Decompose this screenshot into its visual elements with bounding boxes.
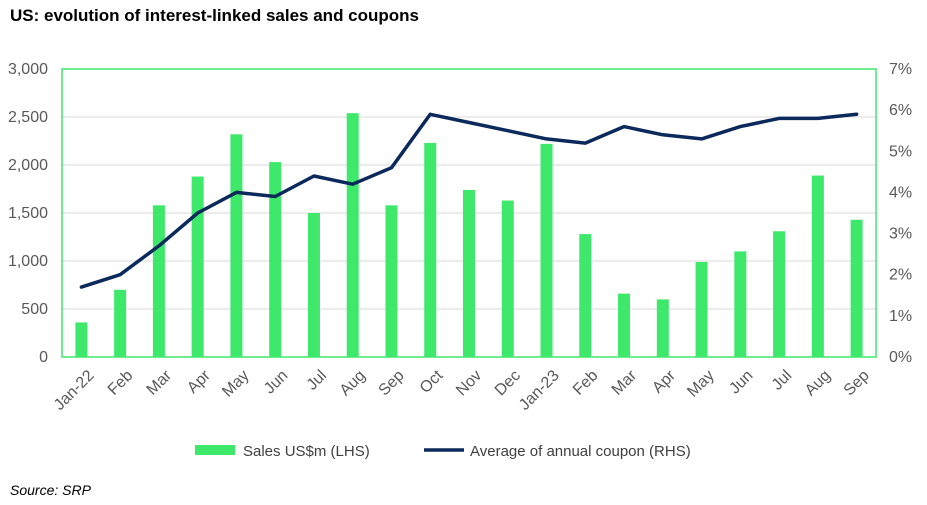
left-tick-label: 500 — [21, 301, 48, 318]
bar — [734, 251, 747, 357]
left-axis: 0 500 1,000 1,500 2,000 2,500 3,000 — [8, 61, 48, 366]
bar — [424, 142, 437, 357]
x-tick-label: Jun — [261, 367, 291, 397]
left-tick-label: 1,000 — [8, 253, 48, 270]
left-tick-label: 1,500 — [8, 205, 48, 222]
bar — [463, 189, 475, 357]
right-tick-label: 6% — [889, 102, 912, 119]
bar — [540, 143, 553, 357]
legend-bar-label: Sales US$m (LHS) — [243, 443, 370, 460]
right-tick-label: 0% — [889, 349, 912, 366]
bar — [618, 293, 631, 357]
bar — [152, 205, 165, 357]
x-tick-label: May — [684, 367, 717, 400]
right-tick-label: 2% — [889, 267, 912, 284]
bar — [695, 261, 708, 357]
x-tick-label: Aug — [337, 367, 369, 399]
x-tick-label: Mar — [144, 367, 176, 399]
x-tick-label: Jun — [726, 367, 756, 397]
right-axis: 0% 1% 2% 3% 4% 5% 6% 7% — [889, 61, 912, 366]
bar — [501, 200, 514, 357]
plot-border — [61, 68, 877, 358]
legend-bar-swatch — [195, 445, 235, 455]
right-tick-label: 3% — [889, 226, 912, 243]
x-tick-label: Jul — [304, 367, 330, 393]
x-tick-label: Mar — [609, 367, 641, 399]
source-note: Source: SRP — [10, 482, 91, 498]
legend: Sales US$m (LHS) Average of annual coupo… — [195, 443, 691, 460]
x-tick-label: Oct — [417, 367, 447, 397]
coupon-line — [79, 112, 859, 289]
bar — [579, 234, 592, 357]
x-tick-label: Sep — [376, 367, 408, 399]
bar — [811, 175, 824, 357]
x-tick-label: Dec — [492, 367, 524, 399]
bar — [114, 289, 127, 357]
x-tick-label: Jan-22 — [51, 367, 98, 414]
x-tick-label: Feb — [570, 367, 602, 399]
x-tick-label: Apr — [184, 367, 214, 397]
bar — [75, 322, 88, 357]
right-tick-label: 7% — [889, 61, 912, 78]
right-tick-label: 5% — [889, 143, 912, 160]
left-tick-label: 2,500 — [8, 109, 48, 126]
x-tick-label: Jan-23 — [516, 367, 563, 414]
x-tick-label: Nov — [453, 367, 485, 399]
bar — [385, 205, 398, 357]
x-tick-label: Apr — [649, 367, 679, 397]
chart-title: US: evolution of interest-linked sales a… — [10, 6, 420, 25]
bar — [773, 231, 786, 357]
bar-series — [75, 113, 863, 357]
x-tick-label: Aug — [802, 367, 834, 399]
bar — [656, 299, 669, 357]
x-axis: Jan-22 Feb Mar Apr May Jun Jul Aug Sep Oct Nov DecJ… — [51, 367, 873, 414]
x-tick-label: May — [219, 367, 252, 400]
x-tick-label: Feb — [105, 367, 137, 399]
line-series — [79, 112, 859, 289]
bar — [269, 162, 282, 357]
right-tick-label: 1% — [889, 308, 912, 325]
bar — [850, 219, 863, 357]
left-tick-label: 2,000 — [8, 157, 48, 174]
left-tick-label: 0 — [39, 349, 48, 366]
legend-line-label: Average of annual coupon (RHS) — [470, 443, 691, 460]
bar — [346, 113, 359, 357]
x-tick-label: Sep — [841, 367, 873, 399]
left-tick-label: 3,000 — [8, 61, 48, 78]
bar — [230, 134, 243, 357]
x-tick-label: Jul — [769, 367, 795, 393]
right-tick-label: 4% — [889, 184, 912, 201]
bar — [307, 213, 320, 357]
bar — [191, 176, 204, 357]
